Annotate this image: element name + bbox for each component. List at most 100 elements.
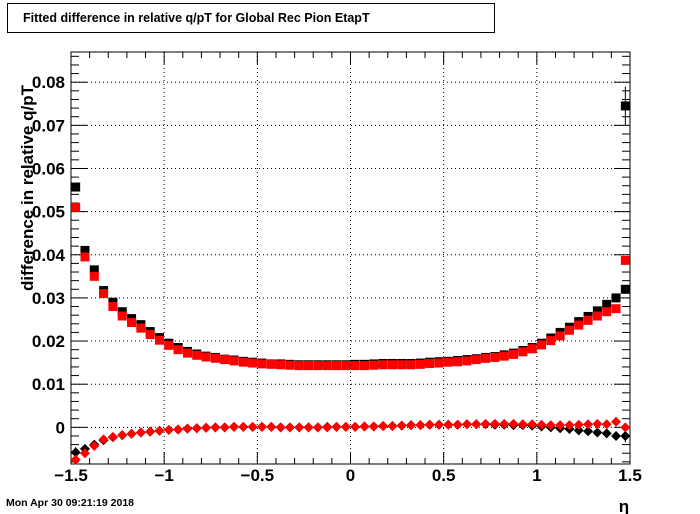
square-marker	[620, 284, 630, 294]
diamond-marker	[340, 421, 351, 432]
diamond-marker	[294, 422, 305, 433]
y-tick-label: 0.08	[32, 73, 65, 92]
square-marker	[387, 360, 397, 370]
diamond-marker	[331, 421, 342, 432]
y-tick-label: 0.03	[32, 289, 65, 308]
square-marker	[592, 311, 602, 321]
square-marker	[182, 348, 192, 358]
diamond-marker	[573, 425, 584, 436]
square-marker	[620, 255, 630, 265]
chart-title: Fitted difference in relative q/pT for G…	[7, 3, 495, 33]
diamond-marker	[592, 427, 603, 438]
diamond-marker	[461, 419, 472, 430]
diamond-marker	[247, 421, 258, 432]
diamond-marker	[573, 419, 584, 430]
diamond-marker	[517, 419, 528, 430]
diamond-marker	[359, 421, 370, 432]
square-marker	[490, 352, 500, 362]
y-tick-label: 0	[56, 418, 65, 437]
square-marker	[192, 350, 202, 360]
diamond-marker	[145, 426, 156, 437]
square-marker	[117, 311, 127, 321]
x-tick-label: −0.5	[241, 466, 275, 485]
square-marker	[276, 360, 286, 370]
plot-frame	[70, 51, 631, 465]
diamond-marker	[583, 419, 594, 430]
diamond-marker	[415, 420, 426, 431]
square-marker	[89, 271, 99, 281]
square-marker	[602, 299, 612, 309]
square-marker	[145, 330, 155, 340]
grid-lines	[71, 52, 630, 464]
diamond-marker	[601, 428, 612, 439]
square-marker	[602, 307, 612, 317]
diamond-marker	[98, 434, 109, 445]
diamond-marker	[275, 422, 286, 433]
diamond-marker	[508, 418, 519, 429]
y-tick-label: 0.01	[32, 375, 65, 394]
diamond-marker	[126, 428, 137, 439]
square-marker	[229, 356, 239, 366]
square-marker	[611, 304, 621, 314]
square-marker	[285, 360, 295, 370]
diamond-marker	[368, 421, 379, 432]
diamond-marker	[238, 421, 249, 432]
diamond-marker	[499, 418, 510, 429]
square-marker	[248, 358, 258, 368]
square-marker	[518, 347, 528, 357]
diamond-marker	[350, 421, 361, 432]
square-marker	[499, 351, 509, 361]
square-marker	[341, 361, 351, 371]
square-marker	[313, 361, 323, 371]
square-marker	[592, 306, 602, 316]
diamond-marker	[406, 420, 417, 431]
diamond-marker	[611, 416, 622, 427]
x-tick-label: −1.5	[54, 466, 88, 485]
square-marker	[89, 265, 99, 275]
x-tick-labels: −1.5 −1 −0.5 0 0.5 1 1.5	[54, 466, 642, 485]
diamond-marker	[256, 421, 267, 432]
diamond-marker	[434, 419, 445, 430]
diamond-marker	[70, 447, 81, 458]
diamond-marker	[471, 419, 482, 430]
x-tick-label: 1	[532, 466, 541, 485]
diamond-marker	[173, 424, 184, 435]
square-marker	[620, 101, 630, 111]
diamond-marker	[564, 420, 575, 431]
timestamp: Mon Apr 30 09:21:19 2018	[6, 497, 135, 509]
square-marker	[127, 317, 137, 327]
square-marker	[378, 360, 388, 370]
square-marker	[322, 361, 332, 371]
y-tick-labels: 0 0.01 0.02 0.03 0.04 0.05 0.06 0.07 0.08	[32, 73, 66, 437]
square-marker	[332, 361, 342, 371]
diamond-marker	[191, 423, 202, 434]
diamond-marker	[303, 422, 314, 433]
diamond-marker	[555, 420, 566, 431]
square-marker	[99, 289, 109, 299]
square-marker	[257, 359, 267, 369]
x-tick-label: 1.5	[618, 466, 642, 485]
square-marker	[210, 353, 220, 363]
square-marker	[397, 360, 407, 370]
diamond-marker	[182, 423, 193, 434]
diamond-marker	[322, 422, 333, 433]
y-tick-label: 0.05	[32, 203, 65, 222]
square-marker	[527, 344, 537, 354]
square-marker	[509, 349, 519, 359]
square-marker	[536, 340, 546, 350]
diamond-marker	[620, 422, 631, 433]
diamond-marker	[443, 419, 454, 430]
diamond-marker	[583, 426, 594, 437]
diamond-marker	[284, 422, 295, 433]
square-marker	[415, 359, 425, 369]
square-marker	[304, 361, 314, 371]
diamond-marker	[396, 420, 407, 431]
square-marker	[481, 353, 491, 363]
diamond-marker	[536, 419, 547, 430]
square-marker	[583, 315, 593, 325]
square-marker	[71, 182, 81, 192]
y-tick-label: 0.02	[32, 332, 65, 351]
square-marker	[369, 360, 379, 370]
data-markers	[70, 101, 631, 465]
diamond-marker	[452, 419, 463, 430]
